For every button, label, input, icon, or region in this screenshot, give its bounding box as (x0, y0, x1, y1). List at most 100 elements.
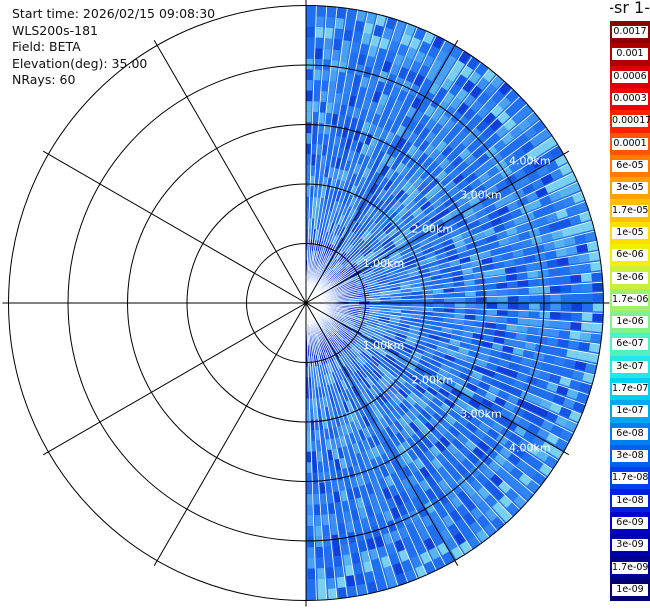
range-gate (425, 462, 437, 475)
range-gate (356, 474, 366, 487)
range-gate (358, 308, 370, 312)
range-gate (312, 462, 318, 473)
range-gate (397, 443, 407, 456)
range-gate (455, 129, 468, 142)
range-gate (486, 446, 499, 459)
range-gate (396, 89, 408, 102)
range-gate (412, 176, 424, 188)
range-gate (397, 207, 409, 218)
range-gate (377, 279, 389, 285)
range-gate (538, 319, 550, 327)
range-gate (497, 96, 512, 110)
range-gate (327, 492, 335, 504)
range-gate (532, 119, 546, 133)
range-gate (540, 173, 554, 186)
range-gate (368, 100, 378, 113)
ray-gap (305, 181, 578, 304)
range-gate (329, 199, 335, 211)
range-gate (440, 331, 452, 339)
range-gate (352, 273, 364, 280)
range-gate (341, 93, 349, 106)
range-gate (458, 148, 471, 160)
range-gate (376, 348, 388, 356)
ray-gap (305, 103, 528, 304)
range-gate (384, 194, 395, 205)
range-gate (350, 476, 359, 489)
range-gate (331, 235, 339, 246)
range-gate (351, 251, 361, 260)
ray-gap (305, 119, 541, 304)
range-gate (377, 216, 387, 227)
range-gate (461, 409, 474, 421)
range-gate (438, 262, 451, 269)
range-gate (375, 103, 385, 116)
range-gate (456, 463, 469, 476)
range-gate (357, 176, 366, 189)
range-gate (316, 557, 325, 569)
ray-gap (305, 127, 547, 304)
range-gate (475, 237, 488, 247)
range-gate (380, 152, 391, 165)
range-gate (320, 493, 328, 505)
range-gate (461, 526, 475, 540)
range-gate (337, 330, 347, 339)
range-gate (350, 209, 359, 220)
range-gate (410, 321, 422, 327)
range-gate (494, 329, 506, 337)
range-gate (354, 255, 365, 264)
range-gate (369, 309, 380, 313)
range-gate (398, 244, 409, 253)
range-gate (373, 353, 384, 362)
range-gate (323, 231, 329, 243)
range-gate (429, 329, 442, 336)
range-gate (346, 313, 358, 318)
range-gate (429, 510, 442, 523)
range-gate (306, 143, 311, 155)
range-gate (344, 72, 354, 85)
range-gate (321, 386, 326, 398)
range-gate (418, 492, 430, 505)
range-gate (381, 359, 392, 368)
range-gate (444, 473, 457, 487)
range-gate (408, 203, 420, 214)
range-gate (334, 316, 345, 322)
range-gate (569, 379, 582, 390)
range-gate (433, 307, 444, 312)
range-gate (340, 533, 349, 545)
range-gate (450, 207, 462, 218)
range-gate (347, 444, 356, 456)
range-gate (353, 174, 362, 187)
range-gate (484, 391, 497, 402)
range-gate (442, 448, 454, 460)
range-gate (423, 372, 435, 381)
range-gate (473, 165, 486, 177)
range-gate (543, 136, 558, 150)
range-gate (489, 118, 503, 132)
range-gate (457, 490, 470, 503)
range-gate (332, 405, 339, 417)
range-gate (340, 227, 348, 239)
range-gate (357, 583, 368, 596)
range-gate (549, 373, 562, 384)
range-gate (331, 223, 338, 234)
range-gate (559, 163, 573, 176)
range-gate (444, 431, 456, 443)
range-gate (471, 492, 484, 506)
range-gate (463, 387, 475, 398)
range-gate (348, 531, 357, 544)
range-gate (324, 546, 333, 558)
range-gate (448, 523, 461, 537)
range-gate (327, 244, 334, 256)
range-gate (460, 166, 473, 178)
ray-gap (305, 9, 359, 304)
range-gate (454, 308, 466, 314)
range-gate (312, 101, 319, 113)
range-gate (342, 83, 351, 95)
range-gate (399, 248, 411, 256)
range-gate (323, 38, 333, 50)
range-gate (435, 140, 448, 153)
range-gate (321, 69, 329, 81)
range-gate (549, 168, 563, 181)
range-gate (313, 80, 321, 91)
range-gate (574, 360, 587, 371)
